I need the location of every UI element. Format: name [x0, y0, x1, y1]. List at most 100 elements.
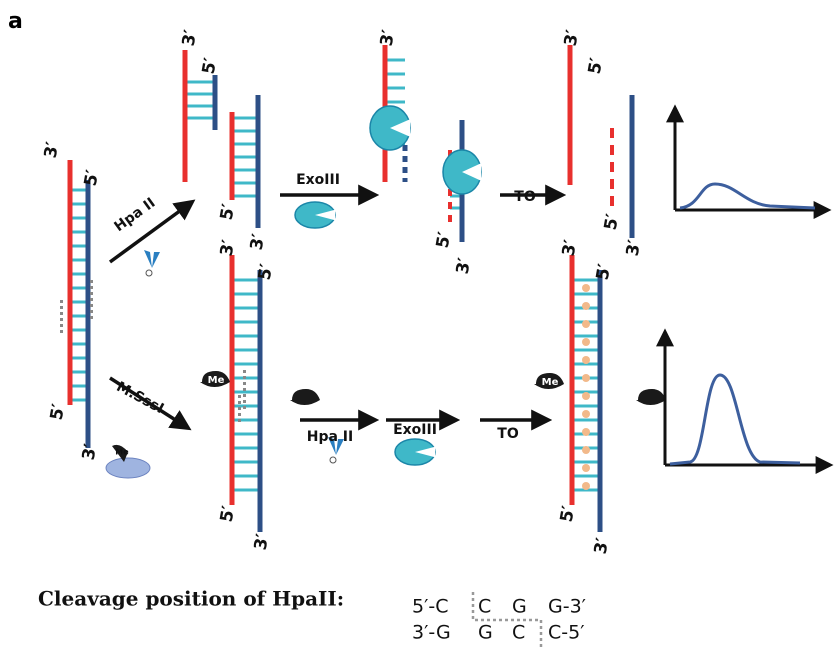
strand-end: 3′: [591, 536, 614, 556]
cut-dot: [243, 382, 246, 385]
methyl-tag: Me: [270, 393, 287, 404]
sequence-base: C: [478, 596, 491, 618]
cut-dot: [238, 401, 241, 404]
reagent-label: Hpa II: [307, 429, 353, 445]
methyl-tag: Me: [115, 448, 129, 457]
enzyme-notch: [415, 446, 435, 458]
cut-dot: [60, 324, 63, 327]
reagent-label: ExoIII: [296, 172, 340, 188]
strand-end: 3′: [41, 140, 64, 160]
sequence-base: 5′-C: [412, 596, 449, 618]
dye: [582, 356, 590, 364]
signal-curve: [679, 182, 816, 210]
sequence-base: C-5′: [548, 622, 585, 644]
strand-end: 3′: [561, 28, 584, 48]
reagent-label: ExoIII: [393, 422, 437, 438]
dye: [582, 338, 590, 346]
arrow: [108, 199, 196, 264]
strand-end: 3′: [623, 238, 646, 258]
scissors-handle: [145, 269, 153, 277]
cleavage-title: Cleavage position of HpaII:: [38, 587, 344, 611]
cut-dot: [90, 316, 93, 319]
cut-dot: [90, 292, 93, 295]
strand-end: 3′: [247, 232, 270, 252]
methylase: [105, 457, 151, 479]
methyl-tag: Me: [542, 377, 559, 388]
shapes: [60, 45, 834, 648]
reagent-label: TO: [514, 189, 536, 205]
methyl-tag: Me: [208, 375, 225, 386]
cut-dot: [90, 280, 93, 283]
cut-dot: [243, 406, 246, 409]
methyl-group: [200, 371, 230, 387]
cut-dot: [60, 312, 63, 315]
dye: [582, 428, 590, 436]
enzyme-notch: [462, 163, 481, 181]
cut-dot: [238, 419, 241, 422]
strand-end: 3′: [217, 238, 240, 258]
methylase-tag: [112, 444, 128, 462]
cut-dot: [243, 388, 246, 391]
cut-dot: [243, 376, 246, 379]
methyl-group: [534, 373, 564, 389]
arrow: [109, 376, 192, 431]
scissors: [144, 250, 160, 268]
strand-end: 3′: [377, 28, 400, 48]
sequence-base: 3′-G: [412, 622, 451, 644]
scissors: [328, 437, 344, 455]
strand-end: 5′: [593, 262, 616, 282]
strand-end: 5′: [433, 230, 456, 250]
cut-dot: [90, 304, 93, 307]
sequence-base: C: [512, 622, 525, 644]
strand-end: 5′: [557, 504, 580, 524]
sequence-base: G: [512, 596, 527, 618]
dye: [582, 374, 590, 382]
strand-end: 5′: [601, 212, 624, 232]
cut-dot: [90, 286, 93, 289]
strand-end: 5′: [47, 402, 70, 422]
cut-dot: [243, 394, 246, 397]
strand-end: 3′: [251, 532, 274, 552]
cut-dot: [90, 298, 93, 301]
strand-end: 3′: [559, 238, 582, 258]
cut-dot: [60, 330, 63, 333]
methyl-tag: Me: [616, 393, 633, 404]
dye: [582, 482, 590, 490]
enzyme-notch: [315, 209, 335, 221]
cut-dot: [60, 318, 63, 321]
methyl-group: [636, 389, 666, 405]
cut-dot: [243, 370, 246, 373]
dye: [582, 410, 590, 418]
dye: [582, 302, 590, 310]
strand-end: 3′: [453, 256, 476, 276]
signal-curve: [669, 373, 801, 466]
cut-dot: [60, 306, 63, 309]
sequence-base: G: [478, 622, 493, 644]
dye: [582, 284, 590, 292]
cleavage-line: [471, 592, 543, 648]
cut-dot: [238, 407, 241, 410]
strand-end: 5′: [585, 56, 608, 76]
strand-end: 3′: [79, 442, 102, 462]
reagent-label: TO: [497, 426, 519, 442]
scissors-handle: [329, 456, 337, 464]
strand-end: 3′: [179, 28, 202, 48]
strand-end: 5′: [81, 168, 104, 188]
methyl-group: [290, 389, 320, 405]
dye: [582, 446, 590, 454]
enzyme-notch: [390, 119, 410, 137]
cut-dot: [243, 400, 246, 403]
panel-label: a: [8, 9, 23, 34]
strand-end: 5′: [217, 202, 240, 222]
strand-end: 5′: [199, 56, 222, 76]
cut-dot: [60, 300, 63, 303]
cut-dot: [238, 395, 241, 398]
strand-end: 5′: [255, 262, 278, 282]
sequence-base: G-3′: [548, 596, 586, 618]
cut-dot: [238, 413, 241, 416]
cut-dot: [90, 310, 93, 313]
dye: [582, 392, 590, 400]
